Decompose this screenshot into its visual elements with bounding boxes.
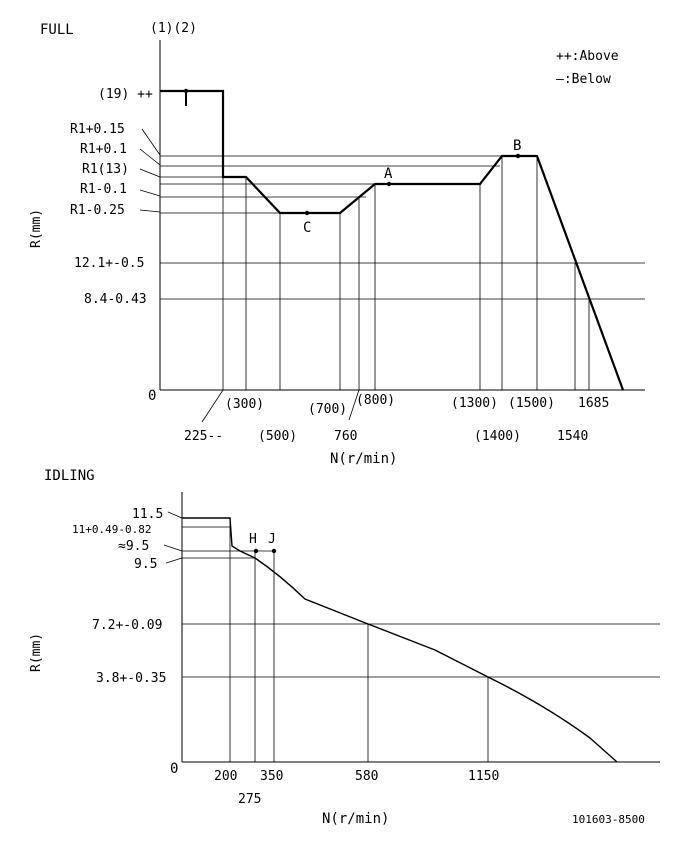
idling-x-axis-label: N(r/min) xyxy=(322,811,389,827)
idling-zero: 0 xyxy=(170,761,178,777)
point-b-label: B xyxy=(513,138,521,154)
idling-x-label-350: 350 xyxy=(260,769,283,784)
leader-r1-plus-01 xyxy=(139,148,161,166)
y-label-r1: R1(13) xyxy=(82,162,129,177)
full-header: (1)(2) xyxy=(150,21,197,36)
point-c-dot xyxy=(304,210,310,216)
leader-r1 xyxy=(139,168,161,178)
point-b-dot xyxy=(515,153,521,159)
y-label-r1-plus-015: R1+0.15 xyxy=(70,122,125,137)
legend-above: ++:Above xyxy=(556,49,619,64)
point-a-dot xyxy=(386,181,392,187)
point-a-label: A xyxy=(384,166,393,182)
legend-below: —:Below xyxy=(556,72,611,87)
idling-x-label-580: 580 xyxy=(355,769,378,784)
full-zero: 0 xyxy=(148,388,156,404)
full-chart: FULL (1)(2) ++:Above —:Below 0 R(mm) N(r… xyxy=(29,21,645,467)
document-code: 101603-8500 xyxy=(572,813,645,826)
idling-y-label-approx-9-5: ≈9.5 xyxy=(118,539,149,554)
idling-curve xyxy=(182,517,618,763)
full-title: FULL xyxy=(40,22,74,38)
x-label-760: 760 xyxy=(334,429,357,444)
y-label-12-1: 12.1+-0.5 xyxy=(74,256,144,271)
point-c-label: C xyxy=(303,220,311,236)
y-label-19: (19) ++ xyxy=(98,87,153,102)
leader-r1-minus-01 xyxy=(139,189,161,197)
idling-leader-9-5 xyxy=(165,557,183,564)
idling-x-label-200: 200 xyxy=(214,769,237,784)
idling-y-label-11-5: 11.5 xyxy=(132,507,163,522)
x-label-300: (300) xyxy=(225,397,264,412)
idling-chart: IDLING 0 R(mm) N(r/min) 11.5 11+0.49-0.8… xyxy=(29,468,660,827)
idling-y-label-7-2: 7.2+-0.09 xyxy=(92,618,162,633)
x-label-225: 225-- xyxy=(184,429,223,444)
idling-y-label-11: 11+0.49-0.82 xyxy=(72,523,151,536)
x-label-1540: 1540 xyxy=(557,429,588,444)
leader-760 xyxy=(348,389,360,421)
full-x-axis-label: N(r/min) xyxy=(330,451,397,467)
x-label-1500: (1500) xyxy=(508,396,555,411)
x-label-500: (500) xyxy=(258,429,297,444)
x-label-1300: (1300) xyxy=(451,396,498,411)
point-h-label: H xyxy=(249,532,257,547)
idling-y-label-3-8: 3.8+-0.35 xyxy=(96,671,166,686)
leader-225 xyxy=(201,389,224,423)
idling-title: IDLING xyxy=(44,468,95,484)
full-y-axis-label: R(mm) xyxy=(29,209,44,248)
x-label-1400: (1400) xyxy=(474,429,521,444)
idling-x-label-275: 275 xyxy=(238,792,261,807)
y-label-r1-minus-025: R1-0.25 xyxy=(70,203,125,218)
point-i-dot xyxy=(183,88,189,94)
x-label-800: (800) xyxy=(356,393,395,408)
x-label-700: (700) xyxy=(308,402,347,417)
leader-r1-plus-015 xyxy=(141,128,161,156)
y-label-r1-plus-01: R1+0.1 xyxy=(80,142,127,157)
idling-y-axis-label: R(mm) xyxy=(29,633,44,672)
point-h-dot xyxy=(253,548,259,554)
idling-leader-approx xyxy=(163,544,183,552)
idling-y-label-9-5: 9.5 xyxy=(134,557,157,572)
point-j-dot xyxy=(271,548,277,554)
y-label-8-4: 8.4-0.43 xyxy=(84,292,147,307)
leader-r1-minus-025 xyxy=(139,209,161,213)
point-j-label: J xyxy=(268,532,276,547)
idling-leader-11-5 xyxy=(167,511,183,519)
y-label-r1-minus-01: R1-0.1 xyxy=(80,182,127,197)
idling-x-label-1150: 1150 xyxy=(468,769,499,784)
x-label-1685: 1685 xyxy=(578,396,609,411)
full-curve xyxy=(160,89,625,391)
